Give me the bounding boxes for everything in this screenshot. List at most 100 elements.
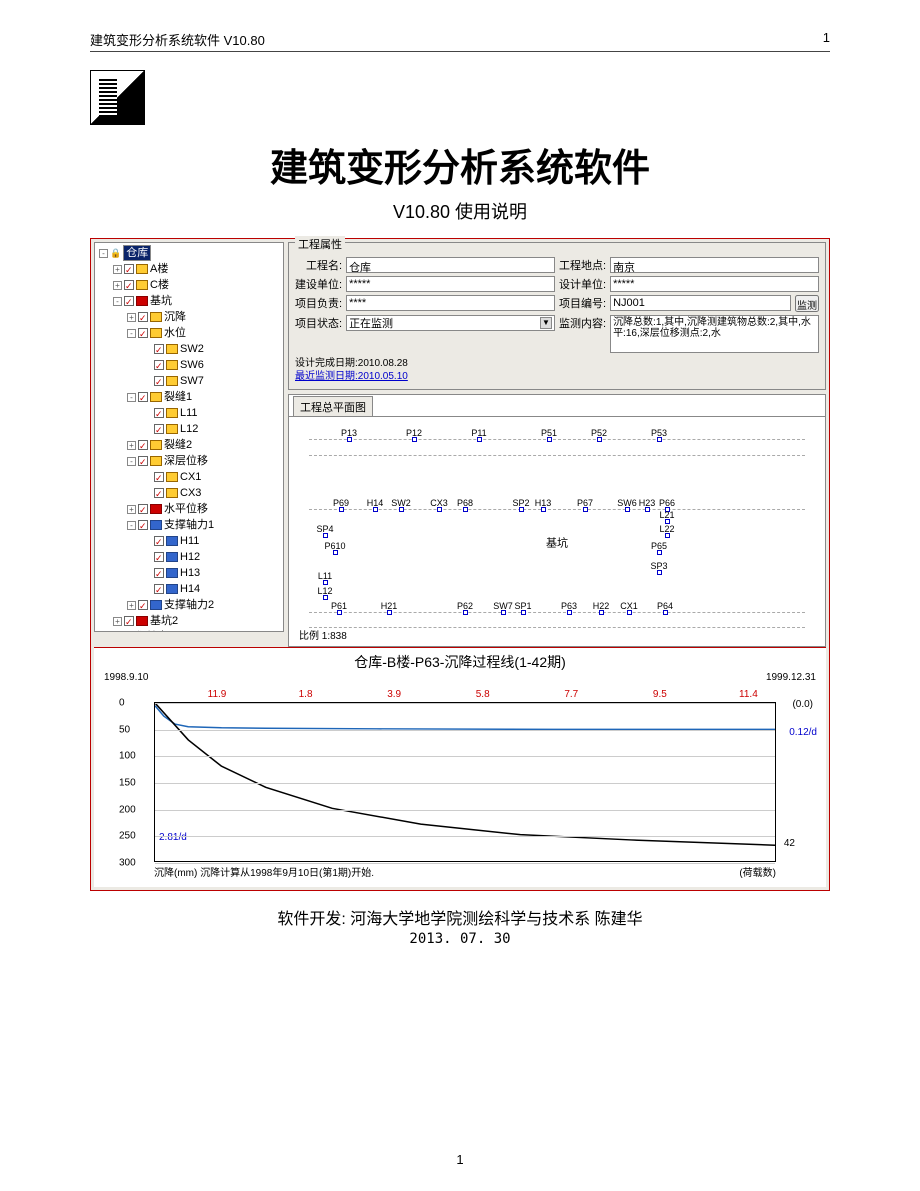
content-label: 监测内容: xyxy=(559,315,606,353)
tree-item[interactable]: CX3 xyxy=(99,485,281,501)
tree-item[interactable]: +水平位移 xyxy=(99,501,281,517)
tree-item[interactable]: L12 xyxy=(99,421,281,437)
plan-point-label: CX1 xyxy=(620,601,638,611)
name-field[interactable]: 仓库 xyxy=(346,257,555,273)
tree-item[interactable]: -裂缝1 xyxy=(99,389,281,405)
status-select[interactable]: 正在监测▼ xyxy=(346,315,555,331)
chevron-down-icon: ▼ xyxy=(540,317,552,329)
header-left: 建筑变形分析系统软件 V10.80 xyxy=(90,30,265,49)
plan-point-label: L21 xyxy=(659,510,674,520)
plan-point-label: P12 xyxy=(406,428,422,438)
developer-credit: 软件开发: 河海大学地学院测绘科学与技术系 陈建华 xyxy=(90,905,830,929)
chart-left-label: 2.81/d xyxy=(159,832,187,843)
plan-point-label: H21 xyxy=(381,601,398,611)
tree-item[interactable]: H13 xyxy=(99,565,281,581)
plan-center-label: 基坑 xyxy=(546,534,568,550)
tree-item[interactable]: -深层位移 xyxy=(99,453,281,469)
design-field[interactable]: ***** xyxy=(610,276,819,292)
plan-point-label: L22 xyxy=(659,524,674,534)
plan-point-label: P63 xyxy=(561,601,577,611)
name-label: 工程名: xyxy=(295,257,342,273)
project-tree[interactable]: -🔒仓库+A楼+C楼-基坑+沉降-水位SW2SW6SW7-裂缝1L11L12+裂… xyxy=(94,242,284,632)
plan-point-label: SP1 xyxy=(514,601,531,611)
plan-point-label: SP2 xyxy=(512,498,529,508)
plan-point-label: H13 xyxy=(535,498,552,508)
chart-start-date: 1998.9.10 xyxy=(104,672,149,683)
build-label: 建设单位: xyxy=(295,276,342,292)
plan-point-label: P67 xyxy=(577,498,593,508)
monitor-button[interactable]: 监测 xyxy=(795,295,819,312)
design-label: 设计单位: xyxy=(559,276,606,292)
loc-label: 工程地点: xyxy=(559,257,606,273)
tree-item[interactable]: L11 xyxy=(99,405,281,421)
page-header: 建筑变形分析系统软件 V10.80 1 xyxy=(90,30,830,52)
loc-field[interactable]: 南京 xyxy=(610,257,819,273)
plan-point-label: P51 xyxy=(541,428,557,438)
plan-point-label: P69 xyxy=(333,498,349,508)
settlement-chart: 仓库-B楼-P63-沉降过程线(1-42期) 1998.9.10 1999.12… xyxy=(94,647,826,887)
tree-item[interactable]: +C楼 xyxy=(99,277,281,293)
plan-point-label: P66 xyxy=(659,498,675,508)
tree-item[interactable]: SW7 xyxy=(99,373,281,389)
tree-item[interactable]: -支撑轴力1 xyxy=(99,517,281,533)
tree-item[interactable]: +A楼 xyxy=(99,261,281,277)
plan-tab[interactable]: 工程总平面图 xyxy=(293,396,373,417)
status-label: 项目状态: xyxy=(295,315,342,353)
content-field: 沉降总数:1,其中,沉降测建筑物总数:2,其中,水平:16,深层位移测点:2,水 xyxy=(610,315,819,353)
plan-point-label: SW6 xyxy=(617,498,637,508)
recent-monitor-date[interactable]: 最近监测日期:2010.05.10 xyxy=(295,370,819,383)
tree-item[interactable]: +沉降 xyxy=(99,309,281,325)
tree-item[interactable]: +裂缝2 xyxy=(99,437,281,453)
plan-point-label: H22 xyxy=(593,601,610,611)
pm-label: 项目负责: xyxy=(295,295,342,312)
plan-point-label: P13 xyxy=(341,428,357,438)
plan-point-label: P52 xyxy=(591,428,607,438)
plan-point-label: SW7 xyxy=(493,601,513,611)
plan-point-label: P68 xyxy=(457,498,473,508)
page-number: 1 xyxy=(0,1152,920,1167)
chart-right-label: 0.12/d xyxy=(789,727,817,738)
pno-field[interactable]: NJ001 xyxy=(610,295,791,311)
plan-point-label: P62 xyxy=(457,601,473,611)
plan-point-label: SW2 xyxy=(391,498,411,508)
plan-point-label: P64 xyxy=(657,601,673,611)
plan-point-label: H14 xyxy=(367,498,384,508)
plan-point-label: SP3 xyxy=(650,561,667,571)
tree-item[interactable]: -🔒仓库 xyxy=(99,245,281,261)
plan-point-label: L12 xyxy=(317,586,332,596)
design-done-date: 设计完成日期:2010.08.28 xyxy=(295,357,819,370)
plan-point-label: P61 xyxy=(331,601,347,611)
tree-item[interactable]: -基坑 xyxy=(99,293,281,309)
app-screenshot: -🔒仓库+A楼+C楼-基坑+沉降-水位SW2SW6SW7-裂缝1L11L12+裂… xyxy=(90,238,830,891)
plan-scale: 比例 1:838 xyxy=(299,627,347,642)
tree-item[interactable]: SW2 xyxy=(99,341,281,357)
page-subtitle: V10.80 使用说明 xyxy=(90,198,830,224)
tree-item[interactable]: +基坑2 xyxy=(99,613,281,629)
chart-rlabel: (荷载数) xyxy=(739,864,776,879)
tree-item[interactable]: SW6 xyxy=(99,357,281,373)
plan-point-label: P53 xyxy=(651,428,667,438)
header-right: 1 xyxy=(823,30,830,49)
tree-item[interactable]: H11 xyxy=(99,533,281,549)
tree-item[interactable]: H12 xyxy=(99,549,281,565)
plan-point-label: P11 xyxy=(471,428,486,438)
pm-field[interactable]: **** xyxy=(346,295,555,311)
release-date: 2013. 07. 30 xyxy=(90,931,830,947)
chart-endpoint: 42 xyxy=(784,838,795,849)
plan-point-label: P610 xyxy=(324,541,345,551)
pno-label: 项目编号: xyxy=(559,295,606,312)
tree-item[interactable]: H14 xyxy=(99,581,281,597)
chart-end-date: 1999.12.31 xyxy=(766,672,816,683)
project-attrs-group: 工程属性 工程名: 仓库 工程地点: 南京 建设单位: ***** 设计单位: … xyxy=(288,242,826,390)
chart-title: 仓库-B楼-P63-沉降过程线(1-42期) xyxy=(104,652,816,672)
chart-xlabel: 沉降(mm) 沉降计算从1998年9月10日(第1期)开始. xyxy=(154,864,374,879)
tree-item[interactable]: CX1 xyxy=(99,469,281,485)
tree-item[interactable]: +支撑轴力2 xyxy=(99,597,281,613)
plan-point-label: CX3 xyxy=(430,498,448,508)
plan-point-label: L11 xyxy=(318,571,332,581)
build-field[interactable]: ***** xyxy=(346,276,555,292)
tree-item[interactable]: -水位 xyxy=(99,325,281,341)
app-logo xyxy=(90,70,145,125)
group-title: 工程属性 xyxy=(295,236,345,252)
page-title: 建筑变形分析系统软件 xyxy=(90,137,830,192)
